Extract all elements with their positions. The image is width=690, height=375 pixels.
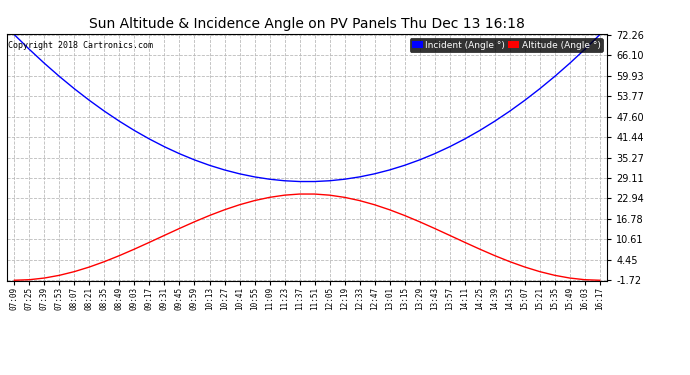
Title: Sun Altitude & Incidence Angle on PV Panels Thu Dec 13 16:18: Sun Altitude & Incidence Angle on PV Pan…: [89, 17, 525, 31]
Legend: Incident (Angle °), Altitude (Angle °): Incident (Angle °), Altitude (Angle °): [410, 38, 602, 52]
Text: Copyright 2018 Cartronics.com: Copyright 2018 Cartronics.com: [8, 41, 153, 50]
